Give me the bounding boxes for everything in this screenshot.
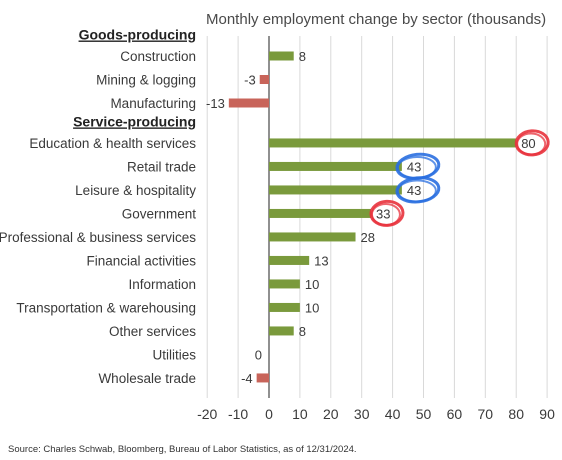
value-label: 13 bbox=[314, 253, 328, 268]
x-tick-label: 10 bbox=[292, 406, 308, 422]
category-label: Financial activities bbox=[86, 253, 196, 268]
category-label: Other services bbox=[109, 324, 196, 339]
category-label: Retail trade bbox=[127, 159, 196, 174]
value-label: 43 bbox=[407, 159, 421, 174]
x-tick-label: 80 bbox=[508, 406, 524, 422]
bar bbox=[269, 302, 300, 312]
annotations bbox=[369, 129, 550, 227]
x-tick-label: 70 bbox=[478, 406, 494, 422]
bar bbox=[269, 255, 310, 265]
x-tick-label: 90 bbox=[539, 406, 555, 422]
bar bbox=[256, 373, 269, 383]
annotation-circle-stroke bbox=[396, 179, 437, 203]
x-tick-label: 50 bbox=[416, 406, 432, 422]
value-label: 33 bbox=[376, 206, 390, 221]
group-label: Service-producing bbox=[73, 113, 196, 129]
x-tick-label: 0 bbox=[265, 406, 273, 422]
bar bbox=[269, 51, 294, 61]
category-label: Mining & logging bbox=[96, 73, 196, 88]
category-label: Professional & business services bbox=[0, 230, 196, 245]
value-label: 10 bbox=[305, 277, 319, 292]
bar bbox=[269, 161, 402, 171]
x-tick-label: 60 bbox=[447, 406, 463, 422]
x-tick-label: -10 bbox=[228, 406, 248, 422]
category-label: Construction bbox=[120, 49, 196, 64]
value-label: -4 bbox=[241, 371, 253, 386]
category-label: Government bbox=[122, 206, 197, 221]
bar bbox=[269, 208, 371, 218]
bars bbox=[228, 51, 517, 383]
value-label: 28 bbox=[361, 230, 375, 245]
bar bbox=[228, 98, 269, 108]
category-label: Wholesale trade bbox=[98, 371, 196, 386]
value-label: -13 bbox=[206, 96, 225, 111]
category-label: Leisure & hospitality bbox=[75, 183, 196, 198]
x-tick-labels: -20 -10 0 10 20 30 40 50 60 70 80 90 bbox=[197, 406, 555, 422]
x-tick-label: 20 bbox=[323, 406, 339, 422]
category-labels: Goods-producing Construction Mining & logg… bbox=[0, 27, 196, 386]
value-label: 8 bbox=[299, 49, 306, 64]
value-label: 8 bbox=[299, 324, 306, 339]
bar bbox=[269, 138, 517, 148]
chart-title: Monthly employment change by sector (tho… bbox=[206, 11, 546, 28]
bar bbox=[269, 326, 294, 336]
category-label: Education & health services bbox=[29, 136, 196, 151]
bar bbox=[269, 279, 300, 289]
x-tick-label: -20 bbox=[197, 406, 217, 422]
value-label: 80 bbox=[521, 136, 535, 151]
annotation-circle-stroke bbox=[516, 132, 547, 156]
category-label: Transportation & warehousing bbox=[16, 300, 196, 315]
value-label: 43 bbox=[407, 183, 421, 198]
bar bbox=[259, 75, 269, 84]
x-tick-label: 40 bbox=[385, 406, 401, 422]
category-label: Manufacturing bbox=[110, 96, 196, 111]
value-label: -3 bbox=[244, 73, 256, 88]
bar bbox=[269, 185, 402, 195]
category-label: Utilities bbox=[152, 347, 196, 362]
group-label: Goods-producing bbox=[79, 27, 196, 43]
source-note: Source: Charles Schwab, Bloomberg, Burea… bbox=[8, 444, 357, 455]
category-label: Information bbox=[128, 277, 196, 292]
bar bbox=[269, 232, 356, 242]
value-label: 0 bbox=[255, 347, 262, 362]
x-tick-label: 30 bbox=[354, 406, 370, 422]
value-label: 10 bbox=[305, 300, 319, 315]
annotation-circle-stroke bbox=[370, 202, 401, 226]
